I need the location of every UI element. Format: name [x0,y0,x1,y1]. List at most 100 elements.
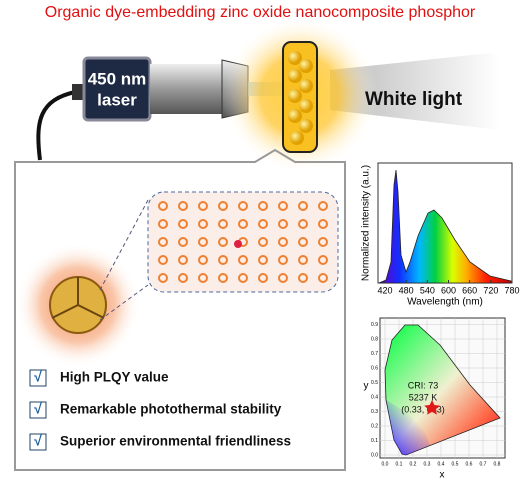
lattice [158,201,328,283]
spectrum-curve [378,169,512,284]
x-tick-label: 0.2 [410,461,417,467]
atom [198,255,208,265]
atom [178,219,188,229]
x-tick-label: 720 [483,285,498,295]
x-tick-label: 0.8 [494,461,501,467]
x-tick-label: 0.4 [438,461,445,467]
atom [158,237,168,247]
check-box [29,401,47,419]
spectrum-panel: Normalized intensity (a.u.) Wavelength (… [361,162,520,308]
atom [178,255,188,265]
atom [178,201,188,211]
zoom-line [99,199,149,291]
x-tick-label: 480 [399,285,414,295]
atom [198,273,208,283]
check-mark: √ [34,401,42,417]
atom [318,219,328,229]
y-tick-label: 0.6 [371,365,378,371]
laser-label: 450 nm [88,69,147,88]
atom [318,273,328,283]
atom [198,201,208,211]
y-tick-label: 0.1 [371,438,378,444]
feature-text: High PLQY value [60,370,169,385]
atom [298,273,308,283]
atom [158,219,168,229]
x-tick-label: 600 [441,285,456,295]
atom [258,273,268,283]
y-tick-label: 0.8 [371,336,378,342]
atom [278,201,288,211]
cie-blue [386,400,430,455]
y-axis-label: Normalized intensity (a.u.) [361,165,372,281]
laser-label: laser [97,90,137,109]
cie-panel: x y 0.0 0.1 0.2 0.3 0.4 0.5 0.6 0.7 0.8 0.0 0.1 0.2… [364,317,506,481]
panel-border [14,148,346,471]
atom [278,255,288,265]
atom [238,273,248,283]
atom [218,237,228,247]
atom [298,237,308,247]
x-tick-label: 780 [504,285,519,295]
x-tick-label: 0.7 [480,461,487,467]
x-tick-label: 540 [420,285,435,295]
feature-text: Superior environmental friendliness [60,434,291,449]
atom [258,255,268,265]
x-tick-label: 0.5 [452,461,459,467]
atom [298,219,308,229]
atom [258,237,268,247]
check-box [29,369,47,387]
cie-annotation: CRI: 73 [408,380,439,390]
atom [318,237,328,247]
y-axis-label: y [364,381,369,392]
y-tick-label: 0.7 [371,351,378,357]
check-box [29,433,47,451]
atom [238,255,248,265]
y-tick-label: 0.0 [371,452,378,458]
atom [258,219,268,229]
atom [258,201,268,211]
x-tick-label: 660 [462,285,477,295]
y-tick-label: 0.2 [371,423,378,429]
atom [278,273,288,283]
title: Organic dye-embedding zinc oxide nanocom… [45,4,476,21]
atom [178,273,188,283]
atom [218,273,228,283]
check-mark: √ [34,433,42,449]
atom [318,201,328,211]
atom [278,219,288,229]
atom [158,255,168,265]
dye [234,240,242,248]
atom [198,237,208,247]
atom [298,255,308,265]
lattice-box [147,191,339,293]
atom [158,201,168,211]
x-tick-label: 0.3 [424,461,431,467]
atom [158,273,168,283]
laser-body [82,56,152,122]
x-tick-label: 0.6 [466,461,473,467]
y-tick-label: 0.5 [371,380,378,386]
cie-annotation: (0.33, 033) [401,404,445,414]
phosphor-balls [288,51,313,145]
x-tick-label: 420 [377,285,392,295]
feature-text: Remarkable photothermal stability [60,402,282,417]
y-tick-label: 0.4 [371,394,378,400]
y-tick-label: 0.3 [371,409,378,415]
cable [36,90,76,161]
lens-tube [150,64,222,114]
x-tick-label: 0.1 [396,461,403,467]
atom [178,237,188,247]
x-axis-label: x [440,470,445,481]
x-axis-label: Wavelength (nm) [407,297,483,308]
connector [72,84,84,100]
atom [218,201,228,211]
cie-point [424,400,440,415]
atom [238,201,248,211]
x-tick-label: 0.0 [382,461,389,467]
atom [278,237,288,247]
atom [238,219,248,229]
atom [218,255,228,265]
atom [298,201,308,211]
output-label: White light [365,89,463,110]
